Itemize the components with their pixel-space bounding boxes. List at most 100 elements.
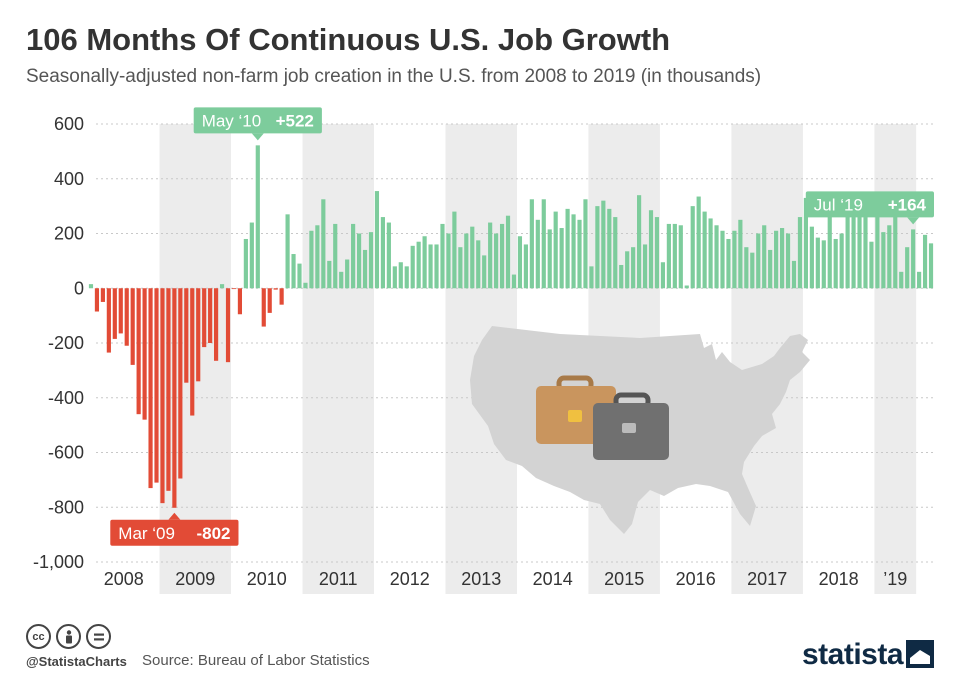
bar [768,249,773,289]
bar [428,244,433,289]
y-axis: 600 400 200 0 -200 -400 -600 -800 -1,000 [33,114,84,572]
x-tick-label: ’19 [883,569,907,589]
y-tick-label: 0 [74,278,84,298]
bar [100,288,105,302]
x-tick-label: 2017 [747,569,787,589]
bar [637,195,642,289]
bar [541,199,546,289]
bar [470,226,475,289]
bar [785,233,791,289]
annotation-box [805,191,934,218]
bar [303,282,308,289]
bar [237,288,243,315]
bar [678,225,683,289]
bar [559,228,564,289]
bar [803,197,808,289]
bar [345,259,350,289]
bar [488,222,493,289]
bar [356,233,362,289]
annotation: May ‘10 +522 [193,107,322,141]
bar [762,225,767,289]
bar [714,225,719,289]
bar [744,247,749,289]
bars [88,145,934,508]
bar [130,288,135,365]
bar [660,262,666,289]
bar [619,264,624,289]
annotation-value: -802 [196,524,230,543]
bar [708,218,713,289]
annotation-value: +522 [276,111,314,130]
bar [327,260,332,289]
bar [774,230,779,289]
bar [833,238,838,289]
bar [267,288,272,313]
brand-logo[interactable]: statista [802,638,904,671]
bar [553,211,558,289]
bar [482,255,487,289]
y-tick-label: -400 [48,388,84,408]
bar [875,211,880,289]
bar [279,288,284,305]
year-band [159,124,231,594]
statista-logo-icon [906,640,934,668]
bar [928,243,934,289]
bar [315,225,320,289]
y-tick-label: 200 [54,224,84,244]
bar [339,271,344,289]
x-axis: 2008 2009 2010 2011 2012 2013 2014 2015 2016 2017… [104,569,908,589]
annotation-box [110,519,239,546]
bar [535,219,540,289]
bar [905,247,910,289]
bar [654,217,660,289]
annotation-box [193,107,322,134]
bar [458,247,463,289]
annotation: Mar ‘09 -802 [110,512,239,546]
bar [756,233,761,289]
bar [190,288,195,416]
bar [333,223,338,289]
bar [380,217,385,289]
bar [285,214,290,289]
bar [202,288,207,348]
bar [273,288,278,290]
bar [225,288,231,363]
y-tick-label: -1,000 [33,552,84,572]
bar [362,249,368,289]
twitter-handle: @StatistaCharts [26,654,127,669]
bar [410,245,415,289]
bar [827,197,832,289]
x-tick-label: 2009 [175,569,215,589]
bar [106,288,111,353]
bar [738,219,743,289]
bar [672,223,677,289]
bar [511,274,517,289]
y-tick-label: -200 [48,333,84,353]
bar [601,200,606,289]
bar [666,223,671,289]
bar [178,288,183,479]
bar [124,288,129,346]
bar [732,230,737,289]
bar [631,247,636,289]
bar [136,288,141,415]
bar [94,288,100,312]
bar [899,271,904,289]
bar [565,208,570,289]
bar [845,214,850,289]
bar [523,244,528,289]
briefcase-gray-icon [593,392,669,460]
bar [404,266,409,289]
bar [648,210,654,289]
bar [863,217,868,289]
bar [750,252,755,289]
bar [595,206,600,289]
x-tick-label: 2015 [604,569,644,589]
bar [214,288,219,361]
bar [815,237,820,289]
bar [351,223,356,289]
annotation-pointer [168,512,181,520]
x-tick-label: 2012 [390,569,430,589]
bar [196,288,201,382]
bar [160,288,165,504]
